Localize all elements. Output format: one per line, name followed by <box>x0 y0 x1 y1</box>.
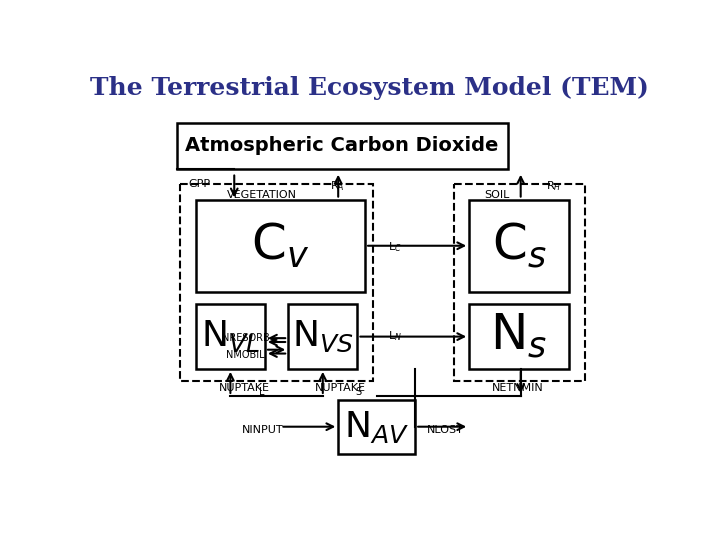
Bar <box>454 184 585 381</box>
Text: C$_v$: C$_v$ <box>251 221 310 271</box>
Bar <box>196 200 365 292</box>
Text: N$_{VS}$: N$_{VS}$ <box>292 319 354 354</box>
Text: Atmospheric Carbon Dioxide: Atmospheric Carbon Dioxide <box>185 136 499 155</box>
Text: N$_{VL}$: N$_{VL}$ <box>201 318 260 354</box>
Text: NUPTAKE: NUPTAKE <box>315 383 366 393</box>
Bar <box>469 200 570 292</box>
Text: N$_s$: N$_s$ <box>490 312 548 360</box>
Text: NUPTAKE: NUPTAKE <box>219 383 270 393</box>
Bar <box>180 184 373 381</box>
Bar <box>469 303 570 369</box>
Text: L$_C$: L$_C$ <box>388 240 402 254</box>
Text: NLOST: NLOST <box>427 425 464 435</box>
Text: R$_H$: R$_H$ <box>546 179 562 193</box>
Text: NETNMIN: NETNMIN <box>492 383 544 393</box>
Text: GPP: GPP <box>188 179 210 189</box>
Text: R$_A$: R$_A$ <box>330 179 345 193</box>
Bar <box>176 123 508 168</box>
Bar <box>196 303 265 369</box>
Text: C$_s$: C$_s$ <box>492 221 546 271</box>
Text: L$_N$: L$_N$ <box>388 329 402 343</box>
Text: L: L <box>259 387 264 397</box>
Text: NRESORB: NRESORB <box>222 333 270 343</box>
Text: VEGETATION: VEGETATION <box>227 190 297 200</box>
Text: N$_{AV}$: N$_{AV}$ <box>344 409 410 445</box>
Text: The Terrestrial Ecosystem Model (TEM): The Terrestrial Ecosystem Model (TEM) <box>89 76 649 100</box>
Bar <box>338 400 415 454</box>
Text: S: S <box>355 387 361 397</box>
Bar <box>288 303 357 369</box>
Text: NMOBIL: NMOBIL <box>227 350 265 360</box>
Text: SOIL: SOIL <box>485 190 510 200</box>
Text: NINPUT: NINPUT <box>242 425 284 435</box>
